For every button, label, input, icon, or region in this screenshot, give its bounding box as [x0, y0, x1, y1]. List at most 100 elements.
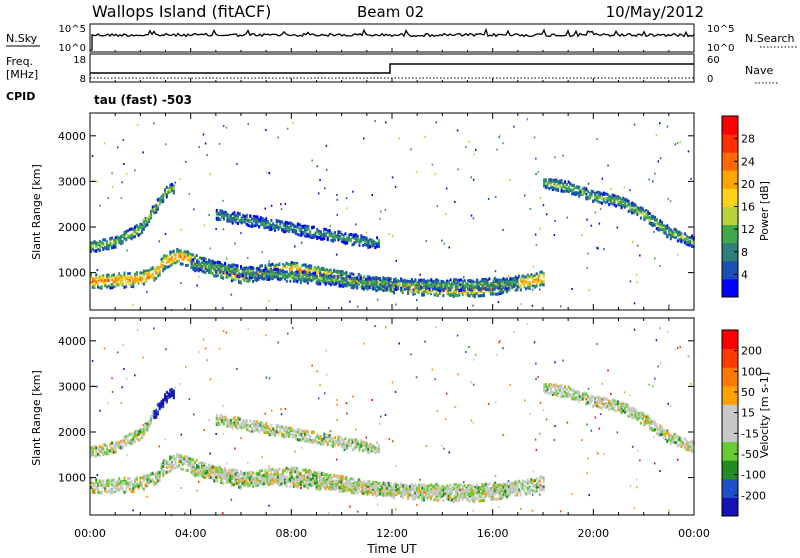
power-noise-cell	[488, 198, 490, 200]
power-colorbar-swatch	[722, 188, 738, 207]
power-colorbar-tick-label: 16	[741, 201, 755, 214]
power-cell	[680, 240, 682, 243]
velocity-cell	[122, 487, 124, 490]
velocity-cell	[173, 455, 175, 458]
power-noise-cell	[687, 242, 689, 244]
power-cell	[522, 278, 524, 281]
power-cell	[253, 217, 255, 220]
power-cell	[182, 263, 184, 266]
power-cell	[337, 238, 339, 241]
power-cell	[339, 281, 341, 284]
power-noise-cell	[337, 199, 339, 201]
velocity-cell	[157, 477, 159, 480]
power-noise-cell	[677, 254, 679, 256]
power-cell	[270, 219, 272, 222]
power-cell	[483, 294, 485, 297]
power-cell	[272, 270, 274, 273]
power-cell	[146, 274, 148, 277]
power-cell	[366, 237, 368, 240]
power-cell	[465, 292, 467, 295]
power-cell	[543, 280, 545, 283]
power-noise-cell	[121, 181, 123, 183]
power-cell	[474, 283, 476, 286]
power-cell	[323, 281, 325, 284]
power-noise-cell	[659, 265, 661, 267]
power-cell	[249, 273, 251, 276]
power-cell	[575, 192, 577, 195]
station-title: Wallops Island (fitACF)	[92, 2, 271, 21]
power-cell	[525, 281, 527, 284]
power-cell	[101, 276, 103, 279]
power-cell	[145, 272, 147, 275]
velocity-cell	[97, 491, 99, 494]
power-cell	[298, 278, 300, 281]
power-cell	[173, 253, 175, 256]
velocity-cell	[122, 482, 124, 485]
power-noise-cell	[349, 301, 351, 303]
power-cell	[330, 235, 332, 238]
power-cell	[241, 221, 243, 224]
power-cell	[483, 279, 485, 282]
power-cell	[367, 283, 369, 286]
power-cell	[111, 278, 113, 281]
velocity-cell	[171, 465, 173, 468]
power-cell	[495, 279, 497, 282]
power-cell	[372, 287, 374, 290]
power-cell	[606, 193, 608, 196]
power-cell	[207, 269, 209, 272]
power-cell	[404, 288, 406, 291]
power-cell	[225, 214, 227, 217]
power-cell	[219, 213, 221, 216]
power-cell	[139, 271, 141, 274]
velocity-cell	[173, 458, 175, 461]
power-cell	[418, 279, 420, 282]
power-cell	[395, 286, 397, 289]
power-noise-cell	[153, 122, 155, 124]
power-cell	[652, 224, 654, 227]
power-cell	[464, 288, 466, 291]
power-cell	[178, 259, 180, 262]
power-noise-cell	[112, 186, 114, 188]
power-noise-cell	[634, 302, 636, 304]
velocity-cell	[337, 476, 339, 479]
velocity-cell	[94, 484, 96, 487]
power-cell	[450, 285, 452, 288]
power-cell	[273, 264, 275, 267]
power-cell	[360, 285, 362, 288]
power-cell	[321, 277, 323, 280]
power-cell	[148, 276, 150, 279]
power-cell	[155, 211, 157, 214]
velocity-cell	[180, 458, 182, 461]
velocity-cell	[323, 472, 325, 475]
power-colorbar-swatch	[722, 116, 738, 135]
velocity-cell	[448, 498, 450, 501]
power-cell	[393, 291, 395, 294]
power-cell	[219, 271, 221, 274]
power-cell	[275, 275, 277, 278]
power-cell	[235, 268, 237, 271]
power-cell	[316, 276, 318, 279]
freq-unit: [MHz]	[6, 68, 38, 81]
power-noise-cell	[562, 155, 564, 157]
power-noise-cell	[96, 181, 98, 183]
velocity-cell	[153, 483, 155, 486]
power-cell	[162, 195, 164, 198]
power-cell	[421, 286, 423, 289]
power-noise-cell	[495, 196, 497, 198]
power-noise-cell	[634, 124, 636, 126]
power-cell	[334, 231, 336, 234]
power-cell	[146, 218, 148, 221]
power-cell	[122, 282, 124, 285]
power-cell	[338, 271, 340, 274]
power-cell	[640, 206, 642, 209]
power-cell	[307, 235, 309, 238]
power-noise-cell	[659, 122, 661, 124]
power-cell	[506, 278, 508, 281]
power-cell	[284, 276, 286, 279]
power-cell	[116, 236, 118, 239]
power-cell	[561, 187, 563, 190]
power-cell	[552, 180, 554, 183]
power-cell	[150, 275, 152, 278]
nsky-tick-bottom: 10^0	[59, 43, 86, 54]
